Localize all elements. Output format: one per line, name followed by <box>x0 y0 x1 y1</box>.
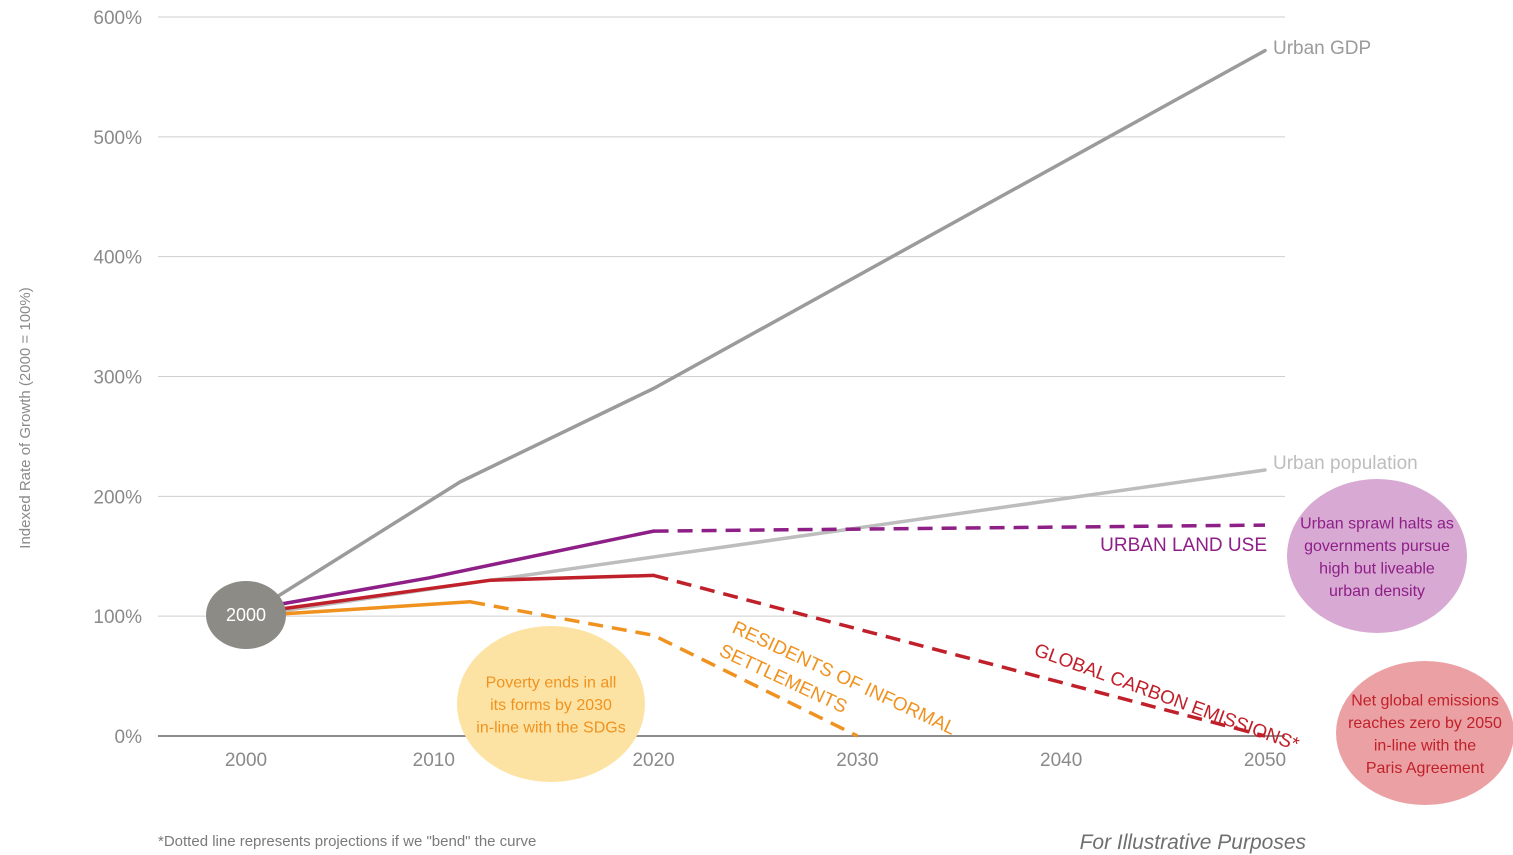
annotation-text: Poverty ends in all its forms by 2030 in-l… <box>476 675 625 737</box>
x-tick-label: 2050 <box>1244 750 1286 771</box>
illustrative-note: For Illustrative Purposes <box>1080 831 1307 854</box>
series-line-global-carbon-emissions <box>244 573 656 616</box>
series-projection-urban-land-use <box>653 523 1266 533</box>
annotation-bubble <box>457 626 645 782</box>
start-marker-label: 2000 <box>226 605 266 625</box>
start-marker-circle <box>206 581 286 649</box>
series-label-urban-land-use: URBAN LAND USE <box>1100 535 1267 556</box>
y-tick-label: 200% <box>93 487 142 508</box>
x-tick-labels: 2000 2010 2020 2030 2040 2050 <box>225 750 1286 771</box>
gridlines <box>158 16 1285 737</box>
series-line-urban-gdp <box>244 48 1267 618</box>
annotation-bubble <box>1287 479 1467 633</box>
y-tick-label: 300% <box>93 368 142 389</box>
y-tick-label: 600% <box>93 8 142 29</box>
y-tick-label: 0% <box>115 727 143 748</box>
y-tick-label: 400% <box>93 248 142 269</box>
annotation-text: Urban sprawl halts as governments pursue h… <box>1300 515 1454 600</box>
x-tick-label: 2010 <box>413 750 455 771</box>
x-tick-label: 2040 <box>1040 750 1082 771</box>
annotation-bubbles: Urban sprawl halts as governments pursue h… <box>457 479 1513 805</box>
series-label-urban-gdp: Urban GDP <box>1273 38 1371 59</box>
series-projection-global-carbon-emissions <box>653 573 1266 738</box>
series-line-urban-land-use <box>244 529 656 612</box>
annotation-text: Net global emissions reaches zero by 2050… <box>1348 692 1502 777</box>
x-tick-label: 2020 <box>632 750 674 771</box>
x-tick-label: 2000 <box>225 750 267 771</box>
series-label-urban-population: Urban population <box>1273 453 1418 474</box>
annotation-bubble <box>1336 661 1513 805</box>
series-label-global-carbon-emissions: GLOBAL CARBON EMISSIONS* <box>1031 640 1302 756</box>
y-tick-label: 100% <box>93 607 142 628</box>
series-projection-residents-of-informal-settlements <box>469 600 859 738</box>
y-axis-label: Indexed Rate of Growth (2000 = 100%) <box>17 287 34 548</box>
footnote: *Dotted line represents projections if w… <box>158 833 536 850</box>
y-tick-labels: 0% 100% 200% 300% 400% 500% 600% <box>93 8 142 748</box>
y-tick-label: 500% <box>93 128 142 149</box>
series-labels: Urban GDP Urban population URBAN LAND USE G… <box>716 38 1418 756</box>
start-marker: 2000 <box>206 581 286 649</box>
x-tick-label: 2030 <box>836 750 878 771</box>
